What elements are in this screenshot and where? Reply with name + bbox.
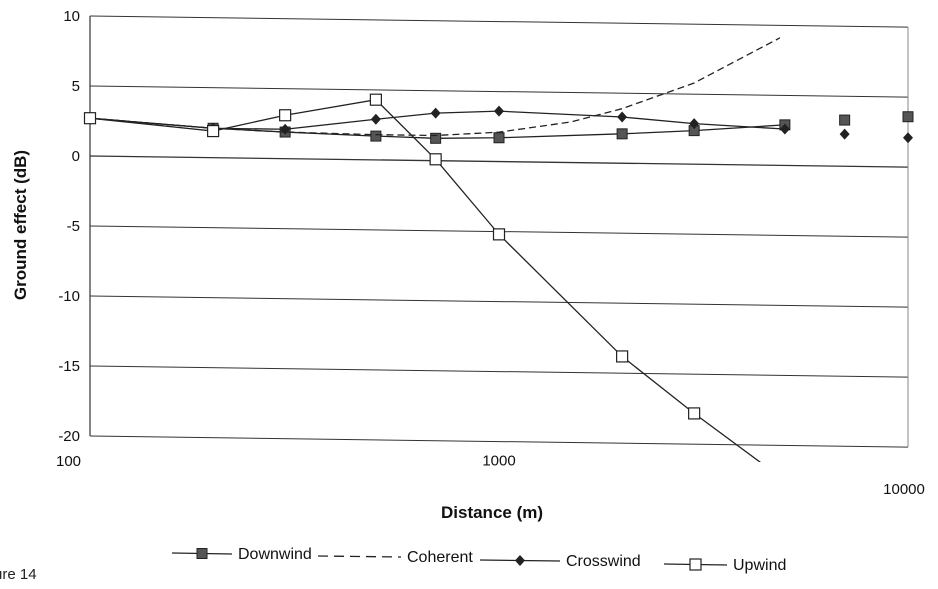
legend-marker-crosswind [515, 555, 525, 566]
figure-caption: ure 14 [0, 566, 37, 583]
data-point-crosswind [430, 107, 441, 119]
data-point-downwind [370, 130, 382, 142]
x-tick-label: 100 [56, 453, 81, 470]
data-point-crosswind [617, 111, 628, 123]
data-point-upwind [492, 228, 506, 241]
x-tick-label: 10000 [883, 481, 925, 498]
legend: Downwind Coherent Crosswind Upwind [171, 546, 786, 574]
y-tick-label: 0 [72, 148, 80, 165]
series-coherent [89, 37, 780, 137]
data-point-upwind [616, 350, 629, 363]
legend-item-coherent: Coherent [317, 549, 473, 566]
x-axis-label: Distance (m) [441, 503, 543, 522]
y-tick-labels: 10 5 0 -5 -10 -15 -20 [58, 8, 80, 445]
data-point-crosswind [839, 128, 850, 140]
data-point-crosswind [280, 123, 291, 135]
gridline-y [89, 85, 909, 98]
data-point-upwind [429, 153, 442, 166]
gridlines [89, 15, 909, 448]
data-point-crosswind [370, 113, 381, 125]
data-point-crosswind [494, 105, 504, 117]
y-tick-label: 5 [72, 78, 80, 95]
y-tick-label: -20 [58, 428, 80, 445]
legend-item-crosswind: Crosswind [479, 553, 641, 570]
data-point-downwind [430, 132, 442, 144]
data-point-crosswind [779, 123, 790, 135]
x-tick-labels: 100 1000 10000 [56, 453, 925, 499]
data-point-crosswind [903, 132, 913, 144]
data-point-downwind [902, 111, 914, 123]
legend-item-upwind: Upwind [663, 557, 786, 574]
data-point-downwind [616, 128, 628, 140]
legend-label-crosswind: Crosswind [566, 553, 641, 570]
data-point-upwind [688, 407, 701, 420]
y-tick-label: 10 [63, 8, 80, 25]
legend-marker-downwind [196, 548, 208, 559]
legend-line-coherent [317, 555, 402, 558]
series-layer [83, 37, 914, 462]
data-point-downwind [839, 114, 851, 126]
legend-marker-upwind [689, 558, 702, 571]
y-axis-label: Ground effect (dB) [11, 150, 30, 300]
data-point-crosswind [689, 118, 700, 130]
legend-label-coherent: Coherent [407, 549, 473, 566]
y-tick-label: -5 [67, 218, 80, 235]
gridline-y [89, 435, 909, 448]
series-line-coherent [89, 37, 780, 137]
y-tick-label: -10 [58, 288, 80, 305]
legend-label-upwind: Upwind [733, 557, 786, 574]
gridline-y [89, 15, 909, 28]
series-upwind [83, 93, 761, 462]
data-point-upwind [83, 112, 97, 125]
data-point-downwind [493, 132, 505, 144]
gridline-y [89, 365, 909, 378]
y-tick-label: -15 [58, 358, 80, 375]
legend-item-downwind: Downwind [171, 546, 312, 563]
data-point-upwind [369, 93, 382, 106]
axes [89, 16, 909, 448]
gridline-y [89, 155, 909, 168]
x-tick-label: 1000 [482, 453, 515, 470]
legend-label-downwind: Downwind [238, 546, 312, 563]
gridline-y [89, 295, 909, 308]
data-point-upwind [207, 124, 220, 138]
data-point-upwind [279, 109, 292, 122]
